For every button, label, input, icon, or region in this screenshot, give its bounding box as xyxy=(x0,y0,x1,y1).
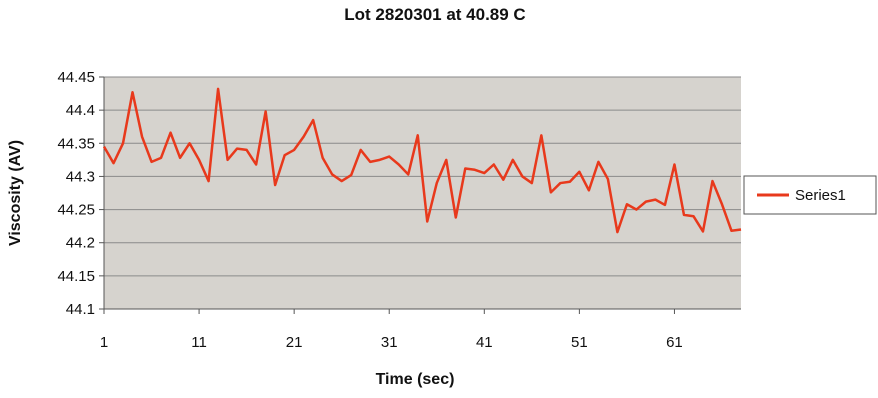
x-tick-label: 21 xyxy=(286,334,303,351)
y-tick-label: 44.3 xyxy=(66,168,95,185)
series-lines xyxy=(102,87,742,234)
y-tick-label: 44.45 xyxy=(57,69,95,86)
y-tick-label: 44.4 xyxy=(66,102,95,119)
series-line-1 xyxy=(102,87,742,234)
legend: Series1 xyxy=(743,175,877,215)
x-tick-label: 31 xyxy=(381,334,398,351)
y-axis-title: Viscosity (AV) xyxy=(7,140,24,246)
x-axis-tick-labels: 1 11 21 31 41 51 61 xyxy=(100,309,683,351)
x-tick-label: 11 xyxy=(191,334,207,351)
legend-series1-label: Series1 xyxy=(795,187,846,204)
y-tick-label: 44.1 xyxy=(66,301,95,318)
y-tick-label: 44.25 xyxy=(57,202,95,219)
x-tick-label: 1 xyxy=(100,334,108,351)
x-tick-label: 51 xyxy=(571,334,588,351)
y-tick-label: 44.2 xyxy=(66,235,95,252)
x-tick-label: 41 xyxy=(476,334,493,351)
plot-area xyxy=(104,77,741,309)
x-axis-title: Time (sec) xyxy=(376,371,455,388)
y-axis-tick-labels: 44.1 44.15 44.2 44.25 44.3 44.35 44.4 44.45 xyxy=(57,69,104,318)
y-tick-label: 44.15 xyxy=(57,268,95,285)
x-tick-label: 61 xyxy=(666,334,683,351)
chart-title: Lot 2820301 at 40.89 C xyxy=(344,5,525,24)
y-tick-label: 44.35 xyxy=(57,135,95,152)
